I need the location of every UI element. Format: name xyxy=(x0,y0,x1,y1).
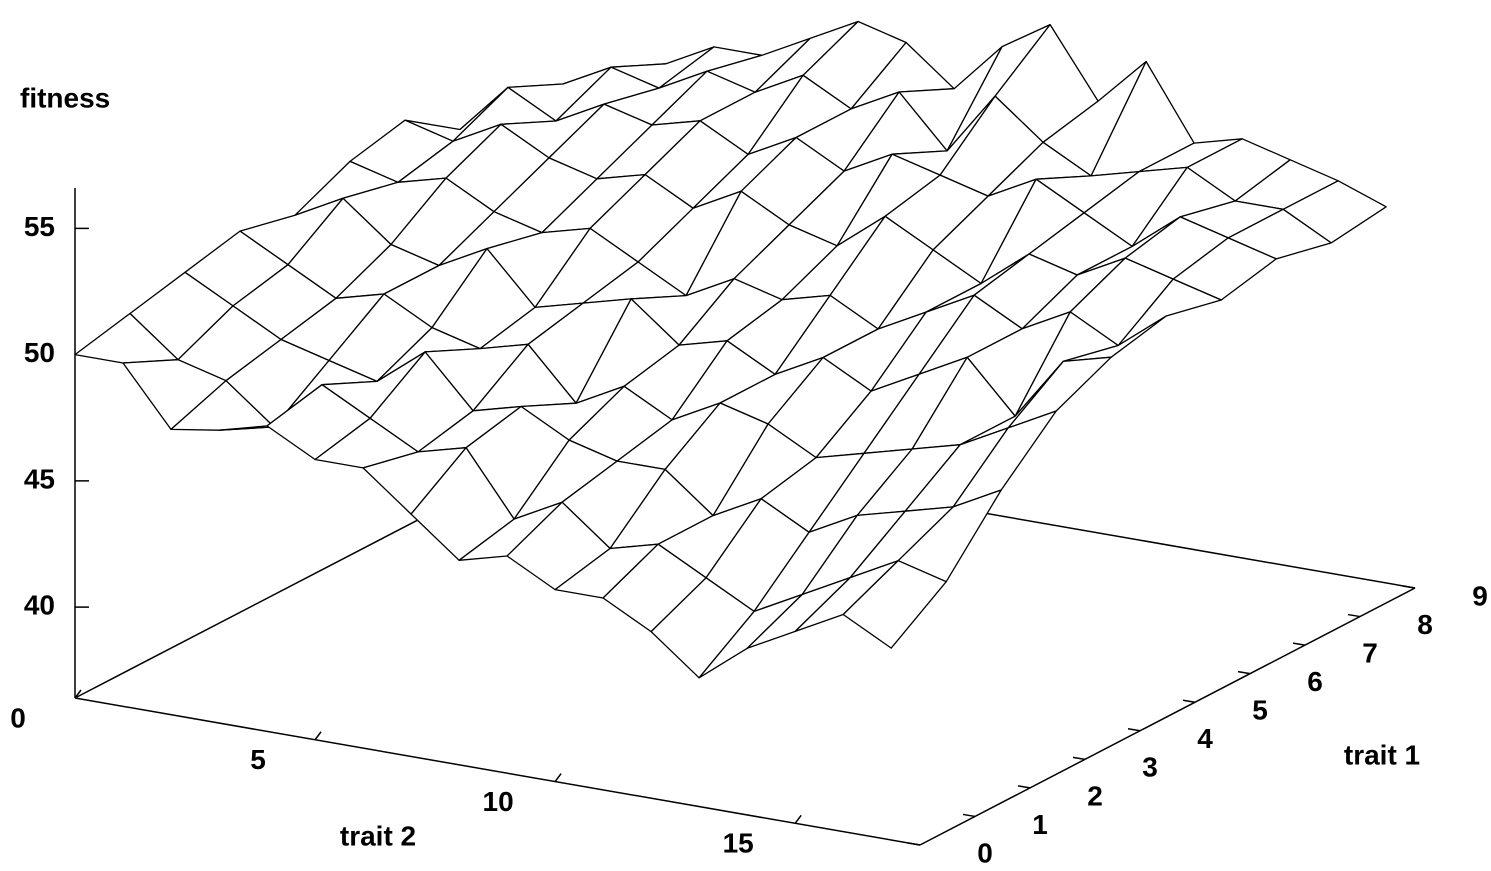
z-tick-label: 45 xyxy=(24,463,55,494)
x-tick-label: 15 xyxy=(723,828,754,859)
x-axis-title: trait 2 xyxy=(340,820,416,851)
y-tick xyxy=(1237,670,1251,675)
y-tick-label: 2 xyxy=(1087,780,1103,811)
y-tick-label: 5 xyxy=(1252,695,1268,726)
y-tick-label: 6 xyxy=(1307,666,1323,697)
y-tick-label: 9 xyxy=(1472,580,1488,611)
x-tick xyxy=(314,731,322,741)
z-tick-label: 40 xyxy=(24,589,55,620)
x-tick xyxy=(794,814,802,824)
surface-cell xyxy=(842,560,947,649)
z-tick-label: 55 xyxy=(24,211,55,242)
y-tick xyxy=(1072,756,1086,761)
y-tick xyxy=(1402,585,1416,589)
y-tick xyxy=(1017,785,1031,789)
z-axis-title: fitness xyxy=(20,82,110,113)
y-axis xyxy=(919,587,1416,846)
y-tick xyxy=(1292,642,1306,646)
y-tick-label: 0 xyxy=(977,837,993,868)
y-tick xyxy=(1182,699,1196,703)
x-tick-label: 5 xyxy=(250,744,266,775)
y-tick-label: 7 xyxy=(1362,638,1378,669)
y-tick-label: 1 xyxy=(1032,809,1048,840)
y-tick xyxy=(962,813,976,818)
y-tick-label: 3 xyxy=(1142,752,1158,783)
x-axis xyxy=(74,697,921,846)
y-tick xyxy=(1127,728,1141,732)
x-tick-label: 10 xyxy=(483,786,514,817)
y-tick xyxy=(907,842,921,846)
x-tick xyxy=(74,689,82,699)
z-tick-label: 50 xyxy=(24,337,55,368)
x-tick xyxy=(554,773,562,782)
y-tick-label: 8 xyxy=(1417,609,1433,640)
y-tick-label: 4 xyxy=(1197,723,1213,754)
y-tick xyxy=(1347,613,1361,618)
y-axis-title: trait 1 xyxy=(1344,739,1420,770)
x-tick-label: 0 xyxy=(10,702,26,733)
